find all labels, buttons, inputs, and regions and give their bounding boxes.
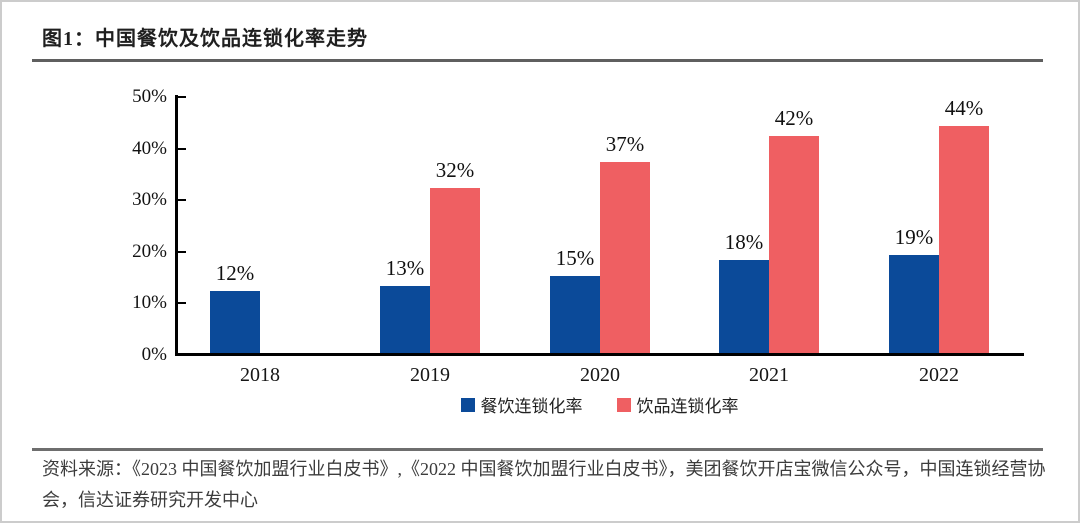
legend-swatch-icon — [460, 397, 475, 412]
bar-value-label: 37% — [605, 132, 645, 156]
bar-餐饮连锁化率-2021 — [719, 260, 769, 353]
x-axis-label-2018: 2018 — [240, 364, 280, 386]
x-axis-label-2022: 2022 — [919, 364, 959, 386]
bar-餐饮连锁化率-2022 — [889, 255, 939, 353]
source-divider — [32, 448, 1043, 451]
bar-饮品连锁化率-2020 — [600, 162, 650, 353]
y-axis-tick — [178, 147, 186, 150]
bar-value-label: 13% — [385, 256, 425, 280]
bar-value-label: 15% — [555, 246, 595, 270]
bar-value-label: 18% — [724, 230, 764, 254]
legend-label: 饮品连锁化率 — [636, 397, 739, 416]
legend-item-饮品连锁化率: 饮品连锁化率 — [616, 392, 739, 417]
bar-饮品连锁化率-2019 — [430, 188, 480, 353]
bar-value-label: 44% — [944, 96, 984, 120]
bar-value-label: 42% — [774, 106, 814, 130]
bar-餐饮连锁化率-2020 — [550, 276, 600, 353]
y-axis-tick-label: 0% — [141, 344, 167, 365]
bar-饮品连锁化率-2021 — [769, 136, 819, 353]
bar-value-label: 12% — [215, 261, 255, 285]
legend-label: 餐饮连锁化率 — [480, 397, 583, 416]
y-axis — [175, 95, 178, 356]
y-axis-tick — [178, 199, 186, 202]
x-axis — [175, 353, 1024, 356]
source-note: 资料来源：《2023 中国餐饮加盟行业白皮书》,《2022 中国餐饮加盟行业白皮… — [42, 459, 1046, 510]
y-axis-tick-label: 20% — [132, 240, 167, 262]
y-axis-tick — [178, 96, 186, 98]
legend-swatch-icon — [616, 397, 631, 412]
y-axis-tick-label: 40% — [132, 137, 167, 159]
figure-title: 图1：中国餐饮及饮品连锁化率走势 — [42, 28, 368, 50]
bar-饮品连锁化率-2022 — [939, 126, 989, 353]
x-axis-label-2019: 2019 — [410, 364, 450, 386]
y-axis-tick-label: 30% — [132, 189, 167, 211]
legend-item-餐饮连锁化率: 餐饮连锁化率 — [460, 392, 583, 417]
x-axis-label-2020: 2020 — [580, 364, 620, 386]
bar-餐饮连锁化率-2018 — [210, 291, 260, 353]
y-axis-tick — [178, 250, 186, 253]
bar-value-label: 19% — [894, 225, 934, 249]
title-divider — [32, 59, 1043, 62]
y-axis-tick-label: 10% — [132, 292, 167, 314]
chart-legend: 餐饮连锁化率 饮品连锁化率 — [175, 392, 1024, 417]
bar-餐饮连锁化率-2019 — [380, 286, 430, 353]
x-axis-label-2021: 2021 — [749, 364, 789, 386]
bar-value-label: 32% — [435, 158, 475, 182]
y-axis-tick — [178, 302, 186, 305]
y-axis-tick-label: 50% — [132, 86, 167, 107]
